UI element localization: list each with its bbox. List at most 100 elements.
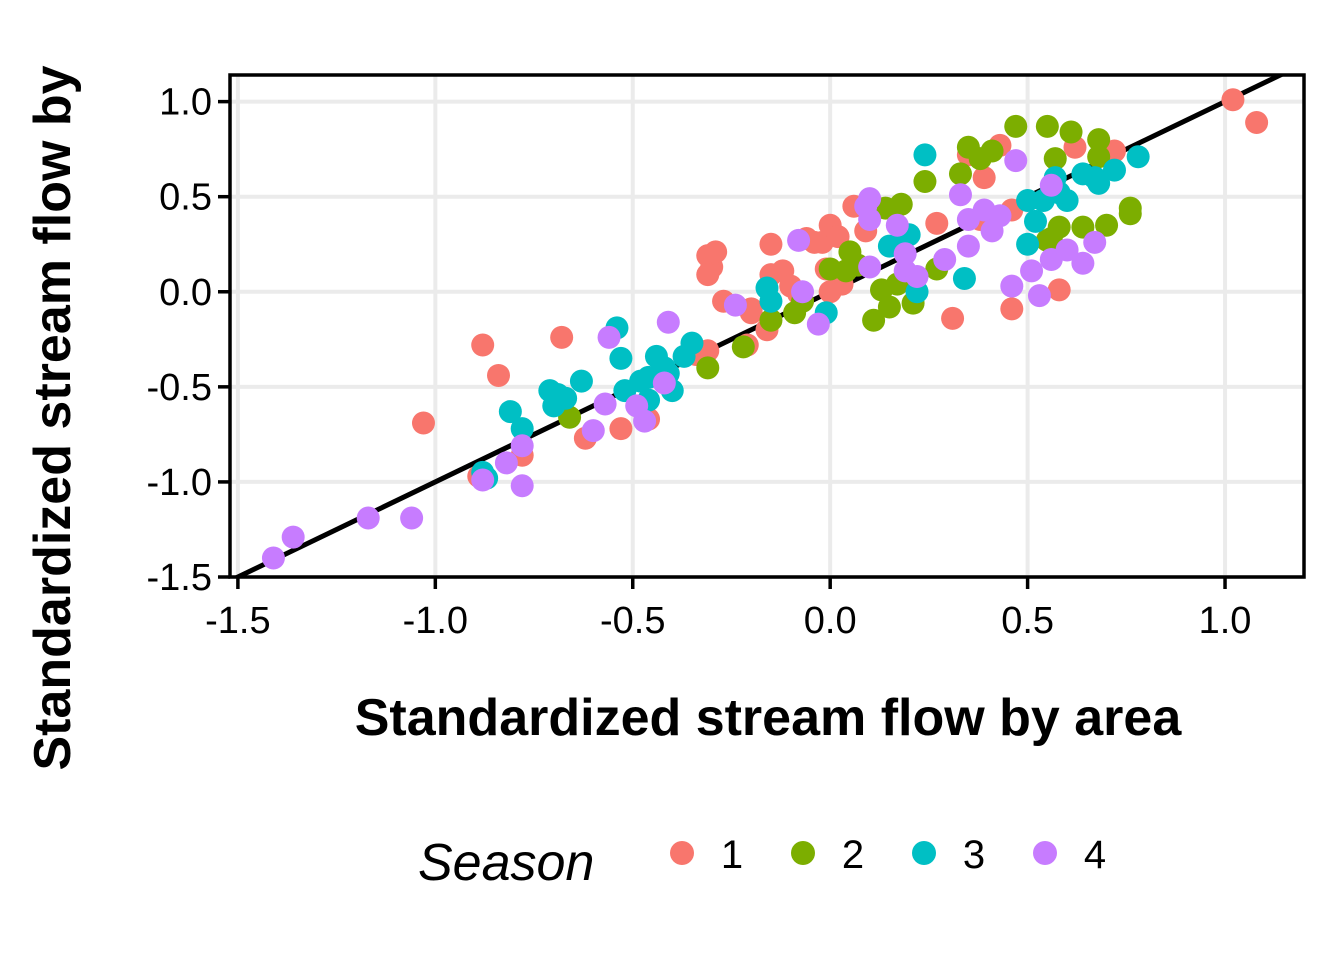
- y-tick-label: 0.0: [159, 272, 212, 314]
- y-tick-label: 1.0: [159, 82, 212, 124]
- y-tick-label: -1.0: [147, 462, 212, 504]
- point-season-4: [893, 242, 917, 266]
- point-season-3: [546, 382, 570, 406]
- point-season-1: [550, 325, 574, 349]
- point-season-4: [494, 451, 518, 475]
- point-season-4: [885, 213, 909, 237]
- point-season-4: [723, 293, 747, 317]
- x-axis-ticks: -1.5 -1.0 -0.5 0.0 0.5 1.0: [205, 577, 1251, 642]
- point-season-2: [980, 139, 1004, 163]
- point-season-2: [1118, 196, 1142, 220]
- point-season-3: [759, 289, 783, 313]
- point-season-1: [696, 263, 720, 287]
- point-season-4: [633, 409, 657, 433]
- point-season-1: [759, 232, 783, 256]
- point-season-3: [498, 400, 522, 424]
- point-season-4: [858, 187, 882, 211]
- point-season-4: [281, 525, 305, 549]
- point-season-2: [759, 308, 783, 332]
- data-points: [261, 88, 1269, 570]
- legend-key-season-4: [1033, 841, 1057, 865]
- point-season-1: [1047, 278, 1071, 302]
- point-season-4: [471, 468, 495, 492]
- point-season-4: [948, 183, 972, 207]
- point-season-4: [1071, 251, 1095, 275]
- point-season-4: [1055, 238, 1079, 262]
- x-tick-label: 0.5: [1001, 600, 1054, 642]
- y-tick-label: -0.5: [147, 367, 212, 409]
- point-season-3: [1087, 171, 1111, 195]
- point-season-2: [1087, 128, 1111, 152]
- point-season-4: [510, 434, 534, 458]
- legend-key-season-1: [670, 841, 694, 865]
- point-season-2: [862, 308, 886, 332]
- point-season-2: [1059, 120, 1083, 144]
- x-axis-title: Standardized stream flow by area: [355, 689, 1183, 747]
- point-season-2: [1035, 228, 1059, 252]
- x-tick-label: -1.0: [403, 600, 468, 642]
- point-season-4: [1004, 149, 1028, 173]
- point-season-1: [972, 166, 996, 190]
- point-season-4: [806, 312, 830, 336]
- point-season-1: [609, 417, 633, 441]
- point-season-2: [948, 162, 972, 186]
- legend-label-season-2: 2: [842, 833, 864, 877]
- point-season-4: [1000, 274, 1024, 298]
- point-season-2: [913, 169, 937, 193]
- point-season-1: [818, 280, 842, 304]
- y-tick-label: 0.5: [159, 177, 212, 219]
- point-season-4: [858, 208, 882, 232]
- legend-label-season-1: 1: [721, 833, 743, 877]
- point-season-2: [1035, 114, 1059, 138]
- point-season-2: [889, 192, 913, 216]
- point-season-4: [593, 392, 617, 416]
- point-season-3: [609, 346, 633, 370]
- point-season-3: [569, 369, 593, 393]
- point-season-4: [597, 325, 621, 349]
- point-season-4: [1083, 230, 1107, 254]
- point-season-2: [877, 295, 901, 319]
- legend-key-season-2: [791, 841, 815, 865]
- point-season-3: [913, 143, 937, 167]
- point-season-1: [1245, 111, 1269, 135]
- legend: Season 1 2 3 4: [418, 833, 1106, 892]
- point-season-4: [1027, 284, 1051, 308]
- point-season-4: [1020, 259, 1044, 283]
- point-season-2: [731, 335, 755, 359]
- point-season-4: [356, 506, 380, 530]
- point-season-3: [680, 331, 704, 355]
- point-season-4: [1039, 173, 1063, 197]
- point-season-1: [1221, 88, 1245, 112]
- point-season-4: [956, 234, 980, 258]
- point-season-3: [1024, 209, 1047, 233]
- point-season-4: [400, 506, 424, 530]
- series-4: [261, 149, 1107, 570]
- x-tick-label: 0.0: [804, 600, 857, 642]
- point-season-2: [1087, 145, 1111, 169]
- point-season-1: [941, 306, 965, 330]
- x-tick-label: -1.5: [205, 600, 270, 642]
- point-season-3: [1016, 189, 1040, 212]
- y-axis-title: Standardized stream flow by: [24, 65, 82, 770]
- point-season-3: [510, 417, 534, 441]
- point-season-4: [787, 228, 811, 252]
- y-axis-ticks: -1.5 -1.0 -0.5 0.0 0.5 1.0: [147, 82, 230, 599]
- point-season-4: [791, 280, 815, 304]
- point-season-3: [1016, 232, 1040, 256]
- point-season-2: [558, 405, 582, 429]
- point-season-1: [487, 363, 510, 387]
- point-season-1: [704, 240, 728, 264]
- point-season-4: [933, 247, 957, 271]
- x-tick-label: 1.0: [1199, 600, 1252, 642]
- point-season-4: [656, 310, 680, 334]
- point-season-2: [1095, 213, 1119, 237]
- point-season-4: [858, 255, 882, 279]
- point-season-3: [1126, 145, 1150, 169]
- point-season-2: [696, 356, 720, 380]
- point-season-1: [411, 411, 435, 435]
- legend-key-season-3: [912, 841, 936, 865]
- legend-label-season-4: 4: [1084, 833, 1106, 877]
- point-season-2: [1043, 147, 1067, 171]
- point-season-4: [510, 474, 534, 498]
